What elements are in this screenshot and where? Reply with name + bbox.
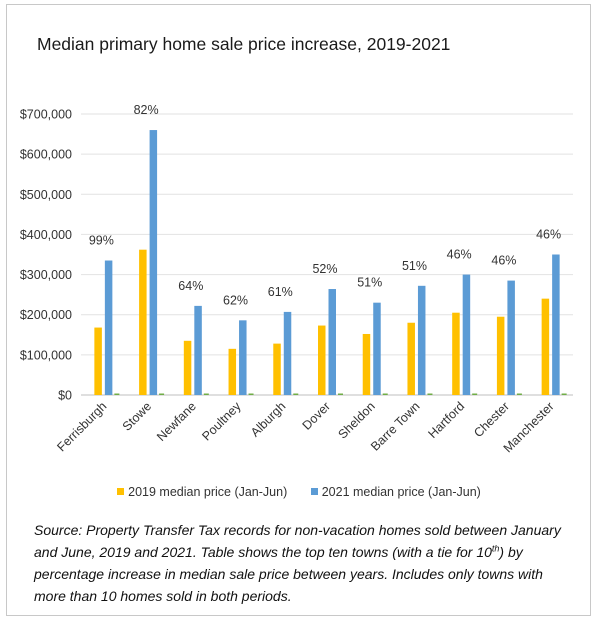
percent-label: 51% bbox=[402, 259, 427, 273]
percent-label: 99% bbox=[89, 234, 114, 248]
category-label: Barre Town bbox=[368, 399, 422, 453]
category-label: Poultney bbox=[199, 399, 244, 444]
baseline-marker bbox=[472, 393, 478, 395]
legend-item-2021: 2021 median price (Jan-Jun) bbox=[310, 484, 481, 499]
bar-2019 bbox=[541, 298, 550, 395]
bar-2019 bbox=[139, 249, 147, 395]
percent-label: 52% bbox=[312, 262, 337, 276]
percent-label: 51% bbox=[357, 276, 382, 290]
percent-label: 46% bbox=[536, 228, 561, 242]
y-tick-label: $200,000 bbox=[20, 308, 72, 322]
legend-label-2021: 2021 median price (Jan-Jun) bbox=[321, 484, 481, 499]
legend-label-2019: 2019 median price (Jan-Jun) bbox=[128, 484, 288, 499]
bar-2019 bbox=[362, 333, 371, 395]
source-note: Source: Property Transfer Tax records fo… bbox=[34, 519, 564, 607]
bar-2021 bbox=[328, 289, 336, 395]
bar-2021 bbox=[462, 274, 471, 395]
percent-label: 64% bbox=[178, 279, 203, 293]
bar-2021 bbox=[552, 254, 560, 395]
baseline-marker bbox=[338, 393, 343, 395]
legend: 2019 median price (Jan-Jun) 2021 median … bbox=[0, 484, 598, 499]
bar-2021 bbox=[104, 260, 113, 395]
legend-item-2019: 2019 median price (Jan-Jun) bbox=[117, 485, 287, 499]
baseline-marker bbox=[382, 393, 388, 395]
baseline-marker bbox=[516, 393, 522, 395]
baseline-marker bbox=[427, 393, 433, 395]
bar-2021 bbox=[239, 320, 247, 395]
bar-2019 bbox=[228, 348, 237, 395]
bar-2021 bbox=[283, 311, 292, 395]
legend-swatch-2021 bbox=[310, 488, 318, 495]
y-tick-label: $500,000 bbox=[20, 188, 72, 202]
chart-title: Median primary home sale price increase,… bbox=[37, 34, 451, 54]
source-superscript: th bbox=[491, 543, 500, 554]
percent-label: 46% bbox=[491, 254, 516, 268]
y-tick-label: $700,000 bbox=[20, 108, 72, 122]
category-label: Ferrisburgh bbox=[54, 399, 109, 454]
bar-2019 bbox=[183, 340, 192, 395]
category-label: Chester bbox=[471, 399, 512, 440]
chart-frame bbox=[6, 4, 591, 616]
bar-2019 bbox=[496, 316, 505, 395]
y-tick-label: $600,000 bbox=[20, 148, 72, 162]
category-label: Newfane bbox=[154, 399, 199, 444]
percent-label: 46% bbox=[447, 248, 472, 262]
baseline-marker bbox=[561, 393, 567, 395]
baseline-marker bbox=[159, 393, 165, 395]
y-tick-label: $400,000 bbox=[20, 228, 72, 242]
source-text-part1: Source: Property Transfer Tax records fo… bbox=[34, 522, 561, 560]
bar-2019 bbox=[452, 312, 460, 395]
source-text-part2: ) by percentage increase in median sale … bbox=[34, 544, 543, 604]
bar-2019 bbox=[94, 327, 102, 395]
bar-2019 bbox=[318, 325, 326, 395]
percent-label: 61% bbox=[268, 285, 293, 299]
category-label: Dover bbox=[300, 399, 333, 432]
category-label: Hartford bbox=[425, 399, 467, 441]
baseline-marker bbox=[114, 393, 120, 395]
y-tick-label: $100,000 bbox=[20, 348, 72, 362]
bar-2021 bbox=[373, 302, 381, 395]
bar-2021 bbox=[194, 305, 202, 395]
baseline-marker bbox=[293, 393, 299, 395]
y-tick-label: $300,000 bbox=[20, 268, 72, 282]
bar-2021 bbox=[507, 280, 515, 395]
y-tick-label: $0 bbox=[58, 389, 72, 403]
category-label: Alburgh bbox=[248, 399, 288, 439]
percent-label: 82% bbox=[134, 103, 159, 117]
bar-2019 bbox=[273, 343, 281, 395]
category-label: Sheldon bbox=[336, 399, 378, 441]
bar-2019 bbox=[407, 322, 415, 395]
bar-2021 bbox=[417, 285, 426, 395]
legend-swatch-2019 bbox=[117, 488, 125, 495]
baseline-marker bbox=[248, 393, 254, 395]
baseline-marker bbox=[203, 393, 209, 395]
percent-label: 62% bbox=[223, 293, 248, 307]
bar-2021 bbox=[149, 130, 158, 396]
category-label: Stowe bbox=[120, 399, 154, 433]
